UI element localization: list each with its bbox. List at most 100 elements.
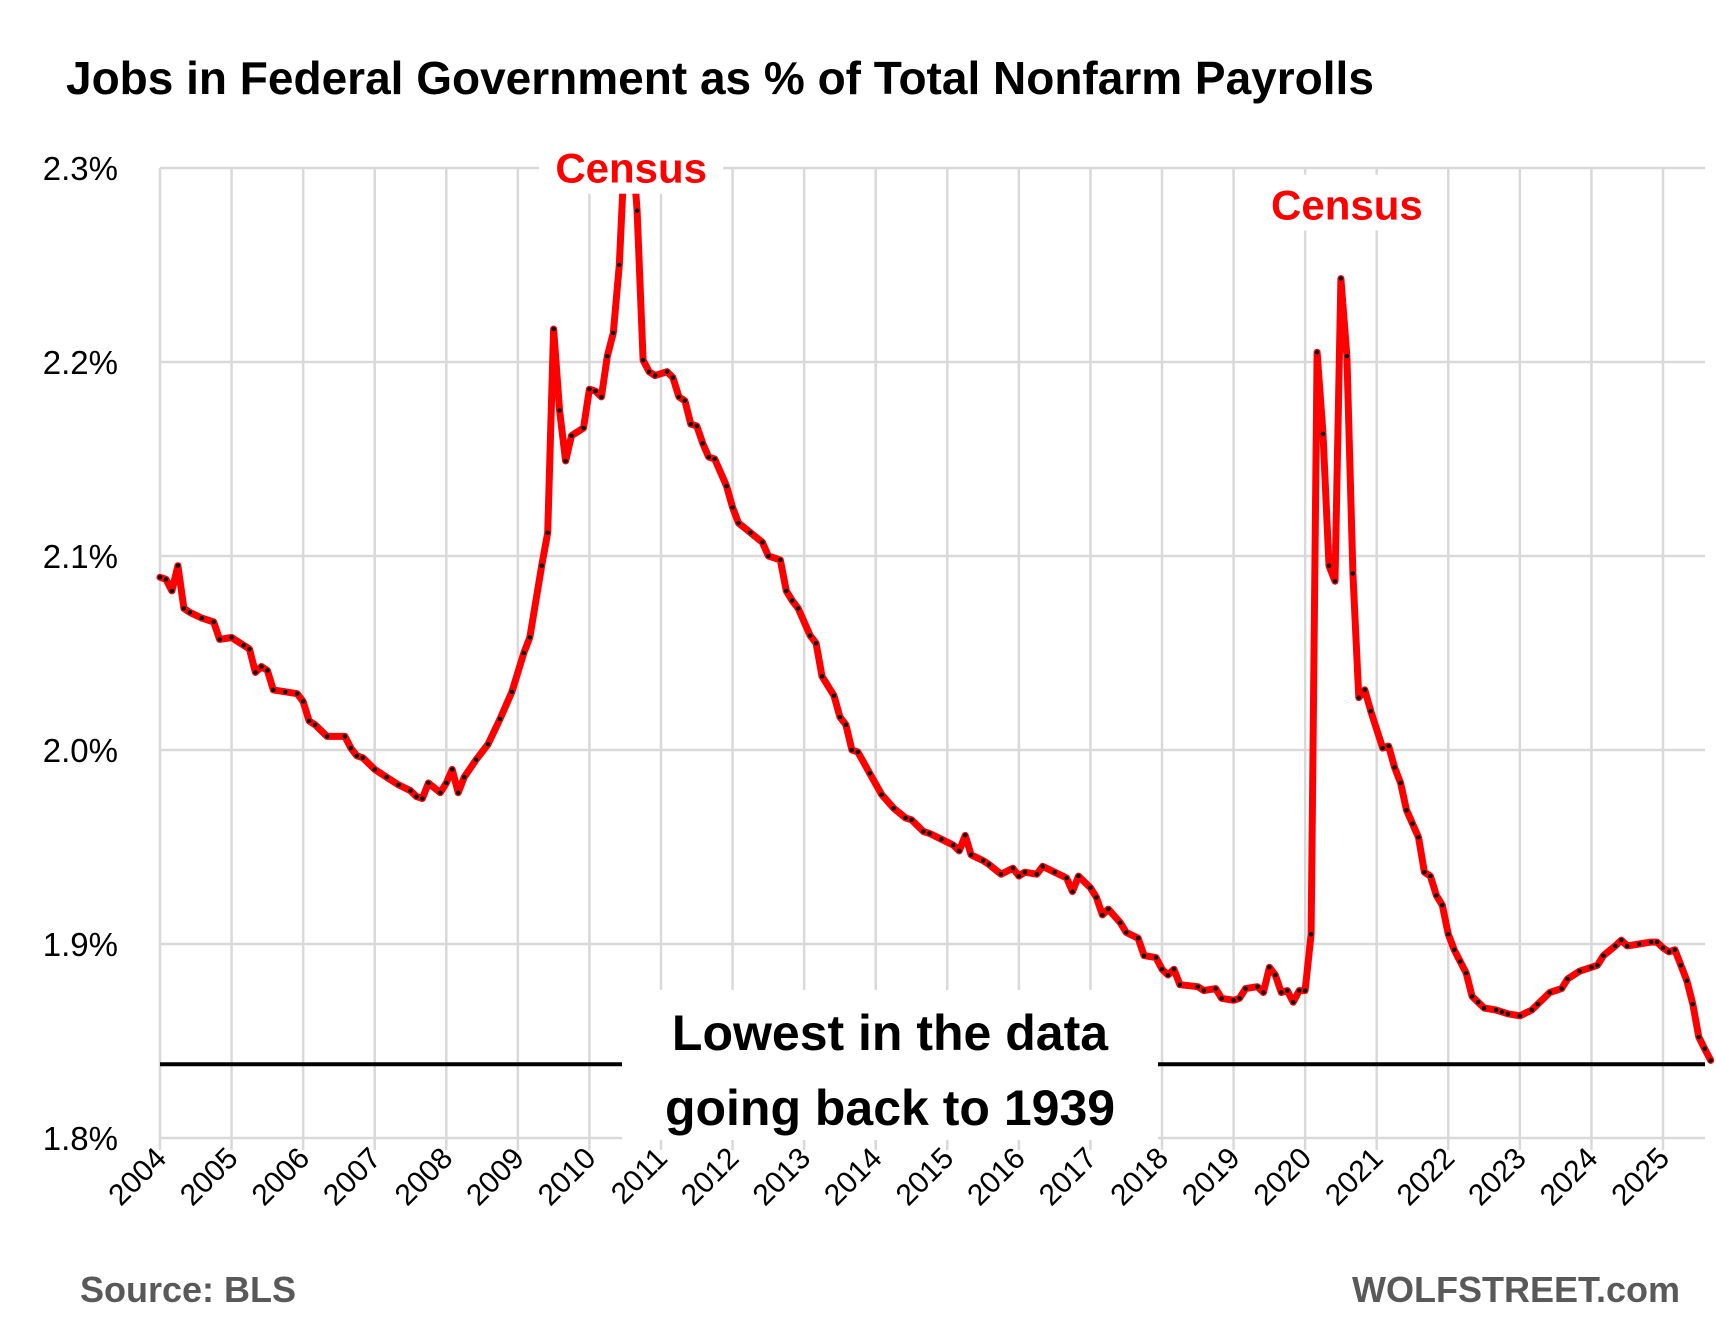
data-point [1684,978,1690,984]
data-point [1273,972,1278,978]
data-point [1613,943,1618,949]
data-point [1219,996,1224,1001]
y-tick-label: 1.8% [43,1120,118,1157]
data-point [259,664,264,669]
data-point [527,635,532,640]
data-point [1475,1000,1481,1005]
data-point [724,483,729,489]
data-point [581,425,586,431]
data-point [1052,870,1057,875]
data-point [927,831,932,836]
data-point [611,330,616,336]
data-point [1237,996,1242,1001]
y-tick-label: 1.9% [43,926,118,963]
data-point [795,606,801,611]
data-point [998,871,1004,877]
data-point [312,722,318,727]
data-point [1565,976,1570,982]
data-point [283,689,288,694]
data-point [1386,743,1391,749]
data-point [1243,986,1248,991]
data-point [1064,875,1069,881]
data-point [420,796,425,801]
data-point [1380,745,1385,751]
data-point [748,530,753,535]
data-point [1344,353,1350,359]
data-point [593,388,598,394]
data-point [444,780,449,786]
data-point [1469,994,1475,999]
data-point [1022,870,1028,875]
series-line [156,168,1715,1064]
data-point [891,806,896,811]
data-point [497,716,503,722]
data-point [229,635,234,640]
data-point [1106,906,1111,912]
data-point [766,553,771,559]
data-point [1404,807,1409,813]
data-point [473,757,479,762]
data-point [1302,988,1308,993]
data-point [951,842,956,848]
data-point [760,540,765,545]
data-point [849,747,855,753]
data-point [1708,1058,1713,1063]
data-point [634,208,640,213]
data-point [980,858,986,863]
data-point [1428,873,1433,879]
data-point [1529,1007,1534,1013]
data-point [712,456,717,462]
data-point [438,790,443,795]
x-tick-label: 2005 [174,1142,245,1213]
data-point [354,753,360,759]
data-point [1463,970,1469,976]
data-point [271,687,276,693]
data-point [1314,350,1320,355]
data-point [694,423,699,429]
data-point [682,398,688,403]
data-point [1636,941,1642,947]
data-point [640,357,646,363]
data-point [342,734,348,739]
data-point [1100,912,1105,918]
census-annotation: Census [555,145,707,192]
x-tick-label: 2014 [818,1142,889,1213]
data-point [294,691,300,696]
data-point [1625,943,1630,949]
y-tick-label: 2.0% [43,732,118,769]
data-point [521,650,527,656]
data-point [1660,945,1666,951]
data-point [1040,864,1045,869]
x-tick-label: 2024 [1534,1142,1605,1213]
data-point [790,598,795,603]
lowest-reference-group: Lowest in the data going back to 1939 [160,990,1705,1140]
data-point [569,433,574,438]
data-point [372,767,377,772]
data-point [1648,939,1654,945]
data-point [784,588,789,594]
data-point [1267,965,1272,970]
data-point [247,646,252,652]
data-point [1493,1007,1499,1013]
x-axis-ticks: 2004 2005 2006 2007 2008 2009 2010 2011 2012 2013… [102,1142,1676,1213]
series-group [156,168,1715,1064]
data-point [408,788,413,793]
data-point [1332,579,1338,584]
data-point [1696,1034,1701,1040]
data-point [300,699,306,704]
data-point [181,606,187,611]
x-tick-label: 2023 [1462,1142,1533,1213]
data-point [968,852,974,857]
data-point [1505,1011,1511,1017]
data-point [587,386,592,392]
data-point [1517,1013,1523,1018]
data-point [456,790,461,795]
data-point [1595,963,1600,968]
data-point [1308,932,1314,937]
data-point [1362,687,1367,693]
data-point [175,563,181,568]
x-tick-label: 2016 [961,1142,1032,1213]
data-point [450,767,455,772]
x-tick-label: 2007 [317,1142,388,1213]
x-tick-label: 2012 [675,1142,746,1213]
